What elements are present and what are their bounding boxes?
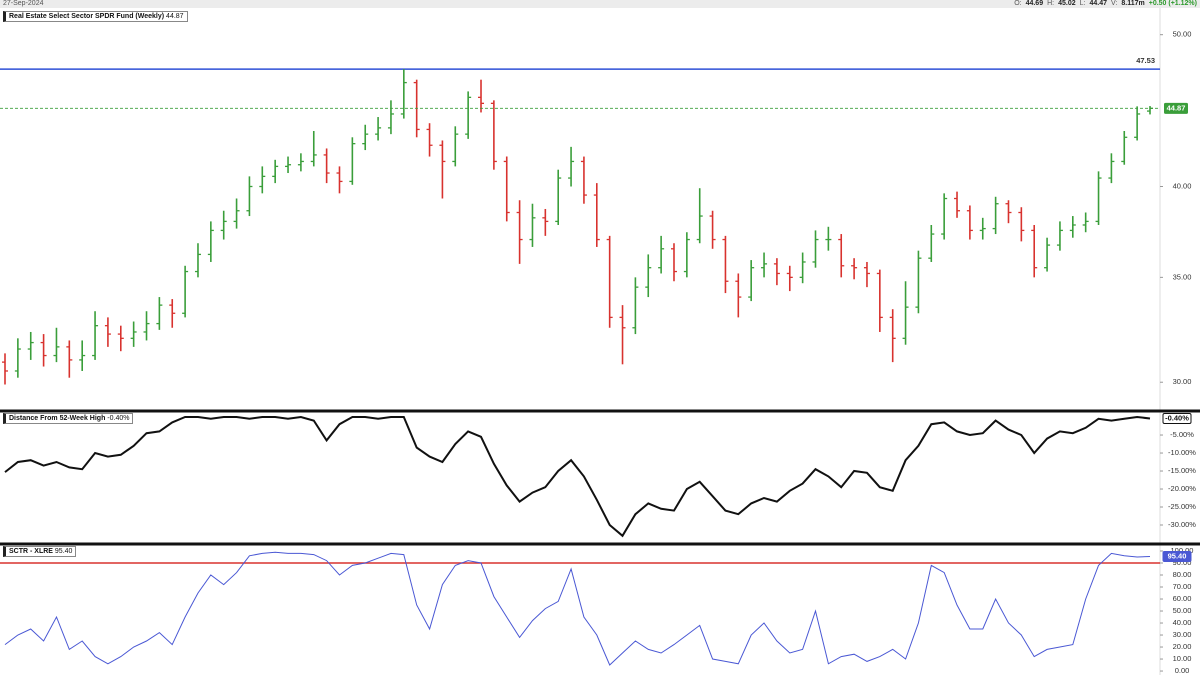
line-series (4, 551, 1151, 666)
last-value-label: 95.40 (1168, 552, 1187, 561)
panel-divider (0, 542, 1200, 546)
y-tick-label: 30.00 (1173, 630, 1192, 639)
last-price-box (1164, 102, 1188, 114)
last-value-box (1162, 551, 1192, 563)
y-tick-label: -25.00% (1168, 502, 1196, 511)
title: Real Estate Select Sector SPDR Fund (Wee… (9, 13, 165, 20)
y-tick-label: 20.00 (1173, 642, 1192, 651)
y-tick-label: 100.00 (1171, 546, 1194, 555)
y-tick-label: 70.00 (1173, 582, 1192, 591)
y-tick-label: 10.00 (1173, 654, 1192, 663)
y-tick-label: 40.00 (1173, 181, 1192, 190)
y-tick-label: 30.00 (1173, 377, 1192, 386)
y-tick-label: 40.00 (1173, 618, 1192, 627)
quote-change: +0.50 (+1.12%) (1148, 0, 1197, 7)
quote-label: H: (1047, 0, 1055, 7)
y-tick-label: -20.00% (1168, 484, 1196, 493)
quote-value: 44.47 (1089, 0, 1108, 7)
title-value: 95.40 (54, 548, 73, 555)
y-tick-label: 80.00 (1173, 570, 1192, 579)
last-value-box (1162, 412, 1192, 424)
date: 27-Sep-2024 (3, 0, 44, 7)
quote-label: O: (1014, 0, 1022, 7)
panel-title: SCTR - XLRE 95.40 (3, 546, 77, 557)
y-tick-label: -5.00% (1170, 430, 1194, 439)
y-tick-label: 50.00 (1173, 606, 1192, 615)
panel-title: Real Estate Select Sector SPDR Fund (Wee… (3, 11, 188, 22)
header-quote: O: 44.69 H: 45.02 L: 44.47 V: 8.117m +0.50 (+1.1… (1010, 0, 1197, 8)
y-tick-label: -15.00% (1168, 466, 1196, 475)
title: Distance From 52-Week High (9, 415, 106, 422)
last-value-label: -0.40% (1165, 413, 1189, 422)
panel-divider (0, 409, 1200, 413)
line-series (4, 415, 1151, 538)
header-date: 27-Sep-2024 (3, 0, 43, 8)
y-tick-label: 90.00 (1173, 558, 1192, 567)
quote-label: V: (1111, 0, 1118, 7)
y-tick-label: 60.00 (1173, 594, 1192, 603)
title: SCTR - XLRE (9, 548, 53, 555)
quote-value: 8.117m (1121, 0, 1145, 7)
title-value: -0.40% (107, 415, 130, 422)
y-tick-label: 50.00 (1173, 30, 1192, 39)
y-tick-label: -30.00% (1168, 520, 1196, 529)
title-value: 44.87 (166, 13, 184, 20)
panel-title: Distance From 52-Week High -0.40% (3, 413, 134, 424)
y-tick-label: -10.00% (1168, 448, 1196, 457)
price-level-label: 47.53 (1136, 56, 1155, 65)
quote-label: L: (1079, 0, 1086, 7)
header-bar (0, 0, 1200, 8)
y-tick-label: 0.00 (1175, 666, 1190, 675)
quote-value: 45.02 (1058, 0, 1076, 7)
quote-value: 44.69 (1025, 0, 1044, 7)
last-price-label: 44.87 (1167, 103, 1186, 112)
y-tick-label: 35.00 (1173, 272, 1192, 281)
